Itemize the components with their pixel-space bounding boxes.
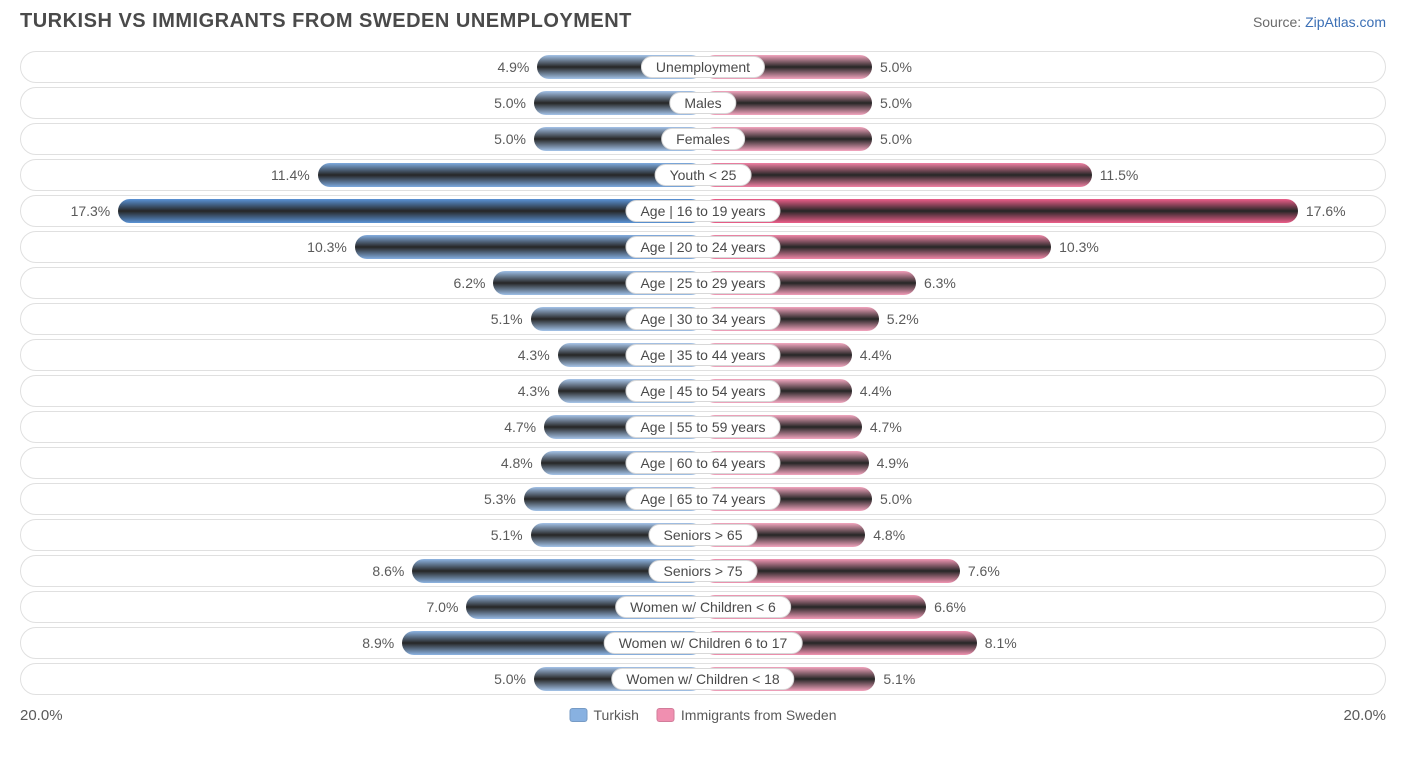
value-label-turkish: 5.1%: [491, 527, 523, 543]
category-pill: Unemployment: [641, 56, 765, 78]
legend-swatch-turkish: [570, 708, 588, 722]
chart-row: 5.0% 5.0% Females: [20, 123, 1386, 155]
value-label-sweden: 5.1%: [883, 671, 915, 687]
category-pill: Women w/ Children < 6: [615, 596, 791, 618]
value-label-sweden: 17.6%: [1306, 203, 1346, 219]
category-pill: Age | 45 to 54 years: [625, 380, 780, 402]
value-label-turkish: 4.3%: [518, 347, 550, 363]
chart-footer: 20.0% Turkish Immigrants from Sweden 20.…: [20, 703, 1386, 727]
chart-title: TURKISH VS IMMIGRANTS FROM SWEDEN UNEMPL…: [20, 10, 632, 33]
chart-row: 4.9% 5.0% Unemployment: [20, 51, 1386, 83]
value-label-sweden: 11.5%: [1100, 167, 1139, 183]
category-pill: Women w/ Children 6 to 17: [604, 632, 803, 654]
category-pill: Seniors > 65: [649, 524, 758, 546]
value-label-sweden: 4.8%: [873, 527, 905, 543]
chart-row: 8.9% 8.1% Women w/ Children 6 to 17: [20, 627, 1386, 659]
category-pill: Women w/ Children < 18: [611, 668, 794, 690]
value-label-turkish: 10.3%: [307, 239, 347, 255]
value-label-sweden: 4.9%: [877, 455, 909, 471]
value-label-turkish: 8.6%: [372, 563, 404, 579]
value-label-sweden: 4.7%: [870, 419, 902, 435]
legend-item-turkish: Turkish: [570, 707, 639, 723]
value-label-turkish: 17.3%: [71, 203, 111, 219]
value-label-turkish: 5.0%: [494, 131, 526, 147]
chart-row: 5.0% 5.1% Women w/ Children < 18: [20, 663, 1386, 695]
legend-swatch-sweden: [657, 708, 675, 722]
category-pill: Age | 20 to 24 years: [625, 236, 780, 258]
value-label-turkish: 5.3%: [484, 491, 516, 507]
value-label-turkish: 4.9%: [497, 59, 529, 75]
chart-row: 5.3% 5.0% Age | 65 to 74 years: [20, 483, 1386, 515]
value-label-sweden: 7.6%: [968, 563, 1000, 579]
source-prefix: Source:: [1253, 14, 1305, 30]
chart-row: 4.7% 4.7% Age | 55 to 59 years: [20, 411, 1386, 443]
source-link[interactable]: ZipAtlas.com: [1305, 14, 1386, 30]
legend-label-sweden: Immigrants from Sweden: [681, 707, 837, 723]
chart-row: 11.4% 11.5% Youth < 25: [20, 159, 1386, 191]
category-pill: Age | 16 to 19 years: [625, 200, 780, 222]
category-pill: Age | 30 to 34 years: [625, 308, 780, 330]
axis-max-right: 20.0%: [1343, 707, 1386, 724]
value-label-sweden: 8.1%: [985, 635, 1017, 651]
value-label-sweden: 5.2%: [887, 311, 919, 327]
value-label-sweden: 6.3%: [924, 275, 956, 291]
chart-row: 5.1% 4.8% Seniors > 65: [20, 519, 1386, 551]
chart-source: Source: ZipAtlas.com: [1253, 14, 1386, 30]
value-label-sweden: 4.4%: [860, 347, 892, 363]
value-label-turkish: 8.9%: [362, 635, 394, 651]
value-label-turkish: 4.8%: [501, 455, 533, 471]
chart-row: 4.3% 4.4% Age | 35 to 44 years: [20, 339, 1386, 371]
category-pill: Age | 35 to 44 years: [625, 344, 780, 366]
legend-label-turkish: Turkish: [594, 707, 639, 723]
value-label-sweden: 10.3%: [1059, 239, 1099, 255]
value-label-sweden: 6.6%: [934, 599, 966, 615]
legend: Turkish Immigrants from Sweden: [570, 707, 837, 723]
value-label-turkish: 7.0%: [426, 599, 458, 615]
legend-item-sweden: Immigrants from Sweden: [657, 707, 837, 723]
category-pill: Females: [661, 128, 745, 150]
bar-turkish: [318, 163, 703, 187]
bar-turkish: [118, 199, 703, 223]
chart-row: 6.2% 6.3% Age | 25 to 29 years: [20, 267, 1386, 299]
category-pill: Age | 55 to 59 years: [625, 416, 780, 438]
chart-row: 8.6% 7.6% Seniors > 75: [20, 555, 1386, 587]
value-label-sweden: 5.0%: [880, 59, 912, 75]
value-label-turkish: 6.2%: [454, 275, 486, 291]
value-label-turkish: 5.1%: [491, 311, 523, 327]
chart-row: 4.8% 4.9% Age | 60 to 64 years: [20, 447, 1386, 479]
value-label-turkish: 11.4%: [271, 167, 310, 183]
category-pill: Males: [669, 92, 736, 114]
category-pill: Youth < 25: [655, 164, 752, 186]
value-label-sweden: 5.0%: [880, 131, 912, 147]
chart-row: 10.3% 10.3% Age | 20 to 24 years: [20, 231, 1386, 263]
axis-max-left: 20.0%: [20, 707, 63, 724]
bar-sweden: [703, 163, 1092, 187]
bar-sweden: [703, 199, 1298, 223]
category-pill: Age | 65 to 74 years: [625, 488, 780, 510]
diverging-bar-chart: 4.9%5.0%Unemployment5.0%5.0%Males5.0%5.0…: [20, 51, 1386, 695]
value-label-turkish: 5.0%: [494, 671, 526, 687]
value-label-turkish: 4.7%: [504, 419, 536, 435]
chart-row: 7.0% 6.6% Women w/ Children < 6: [20, 591, 1386, 623]
chart-row: 17.3% 17.6% Age | 16 to 19 years: [20, 195, 1386, 227]
value-label-sweden: 5.0%: [880, 95, 912, 111]
value-label-sweden: 5.0%: [880, 491, 912, 507]
chart-row: 5.1% 5.2% Age | 30 to 34 years: [20, 303, 1386, 335]
chart-row: 5.0% 5.0% Males: [20, 87, 1386, 119]
category-pill: Age | 60 to 64 years: [625, 452, 780, 474]
category-pill: Seniors > 75: [649, 560, 758, 582]
value-label-turkish: 4.3%: [518, 383, 550, 399]
chart-header: TURKISH VS IMMIGRANTS FROM SWEDEN UNEMPL…: [20, 10, 1386, 33]
value-label-sweden: 4.4%: [860, 383, 892, 399]
chart-row: 4.3% 4.4% Age | 45 to 54 years: [20, 375, 1386, 407]
category-pill: Age | 25 to 29 years: [625, 272, 780, 294]
value-label-turkish: 5.0%: [494, 95, 526, 111]
